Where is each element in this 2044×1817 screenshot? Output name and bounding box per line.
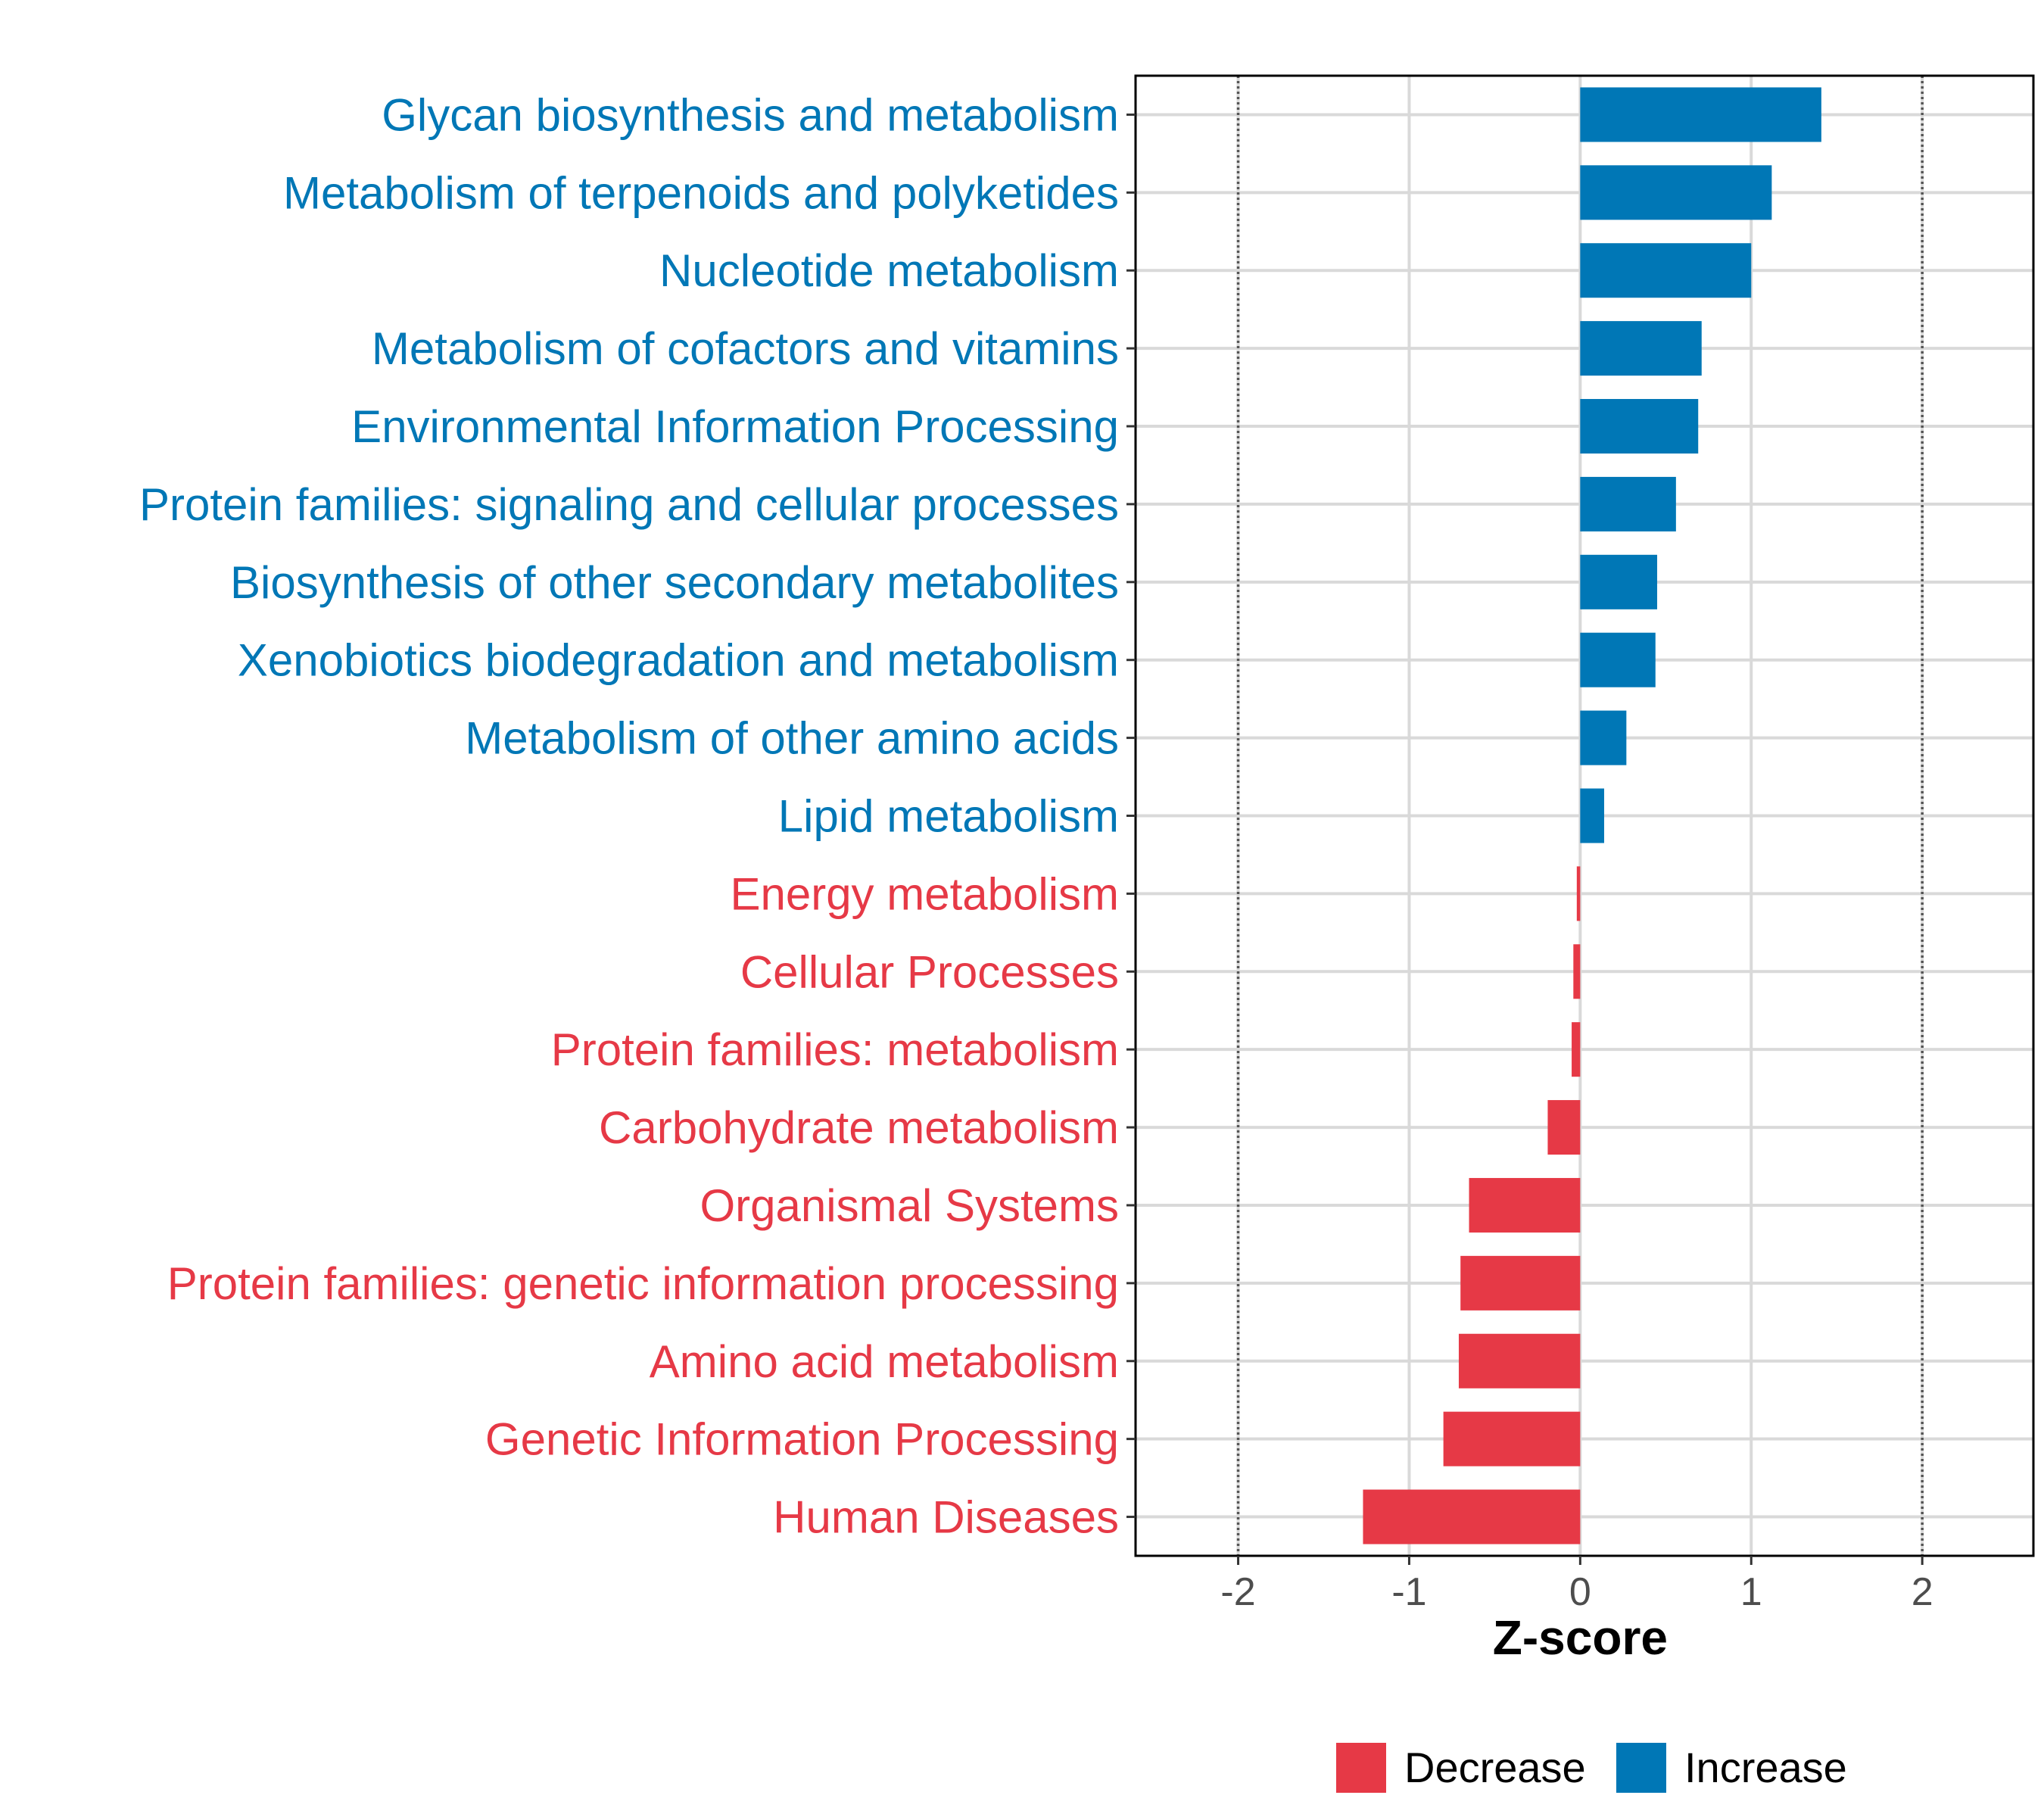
category-label: Environmental Information Processing — [351, 401, 1119, 452]
bar-layer — [1363, 87, 1821, 1544]
bar — [1547, 1100, 1581, 1155]
category-label: Protein families: genetic information pr… — [167, 1258, 1119, 1309]
bar — [1572, 1022, 1581, 1077]
legend-label: Decrease — [1404, 1744, 1586, 1791]
bar — [1363, 1489, 1581, 1544]
category-label: Glycan biosynthesis and metabolism — [382, 89, 1119, 140]
category-label: Metabolism of other amino acids — [465, 713, 1119, 764]
category-label: Metabolism of cofactors and vitamins — [372, 323, 1119, 374]
bar — [1460, 1255, 1581, 1311]
legend-label: Increase — [1684, 1744, 1847, 1791]
x-tick-layer: -2 -1 0 1 2 — [1220, 1556, 1933, 1614]
bar — [1580, 710, 1627, 765]
x-tick-label: -1 — [1391, 1570, 1426, 1614]
category-label: Genetic Information Processing — [485, 1414, 1119, 1465]
legend-swatch — [1616, 1743, 1666, 1793]
category-label: Biosynthesis of other secondary metaboli… — [230, 557, 1119, 608]
bar — [1580, 321, 1702, 376]
x-tick-label: 0 — [1569, 1570, 1591, 1614]
bar — [1580, 87, 1821, 142]
bar — [1580, 243, 1752, 298]
bar — [1573, 944, 1581, 999]
category-label: Protein families: signaling and cellular… — [139, 479, 1119, 530]
bar — [1580, 554, 1658, 609]
category-label: Metabolism of terpenoids and polyketides — [283, 167, 1119, 218]
x-axis-title: Z-score — [1493, 1610, 1668, 1665]
category-label: Nucleotide metabolism — [659, 245, 1119, 296]
category-label: Amino acid metabolism — [650, 1336, 1119, 1387]
legend: Decrease Increase — [1336, 1743, 1847, 1793]
category-label: Xenobiotics biodegradation and metabolis… — [238, 635, 1119, 686]
bar — [1580, 165, 1772, 220]
category-label: Carbohydrate metabolism — [599, 1102, 1119, 1153]
bar — [1580, 399, 1699, 454]
y-tick-layer: Glycan biosynthesis and metabolism Metabo… — [139, 89, 1136, 1543]
bar — [1580, 476, 1676, 531]
category-label: Protein families: metabolism — [551, 1024, 1119, 1075]
bar — [1469, 1177, 1581, 1233]
category-label: Cellular Processes — [740, 946, 1119, 997]
x-tick-label: -2 — [1220, 1570, 1255, 1614]
x-tick-label: 2 — [1912, 1570, 1933, 1614]
bar — [1458, 1333, 1581, 1388]
category-label: Organismal Systems — [700, 1180, 1119, 1231]
bar — [1580, 788, 1604, 843]
bar — [1576, 866, 1581, 921]
x-tick-label: 1 — [1740, 1570, 1762, 1614]
category-label: Energy metabolism — [730, 868, 1119, 919]
category-label: Lipid metabolism — [778, 791, 1119, 842]
category-label: Human Diseases — [773, 1492, 1119, 1543]
bar — [1580, 632, 1656, 687]
bar — [1443, 1411, 1581, 1466]
legend-swatch — [1336, 1743, 1386, 1793]
